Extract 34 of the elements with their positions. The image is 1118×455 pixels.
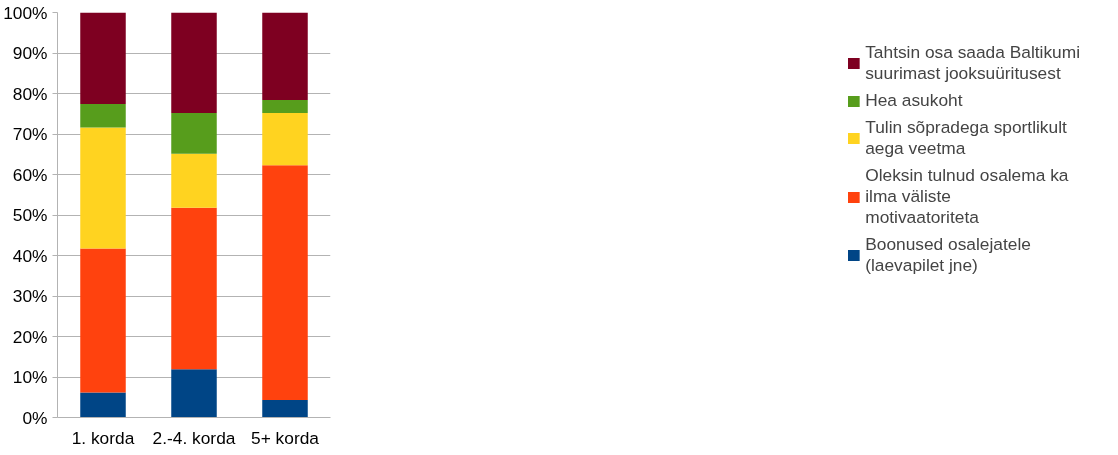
y-tick-label: 50% — [12, 205, 48, 225]
bar — [171, 207, 217, 370]
legend-label: Hea asukoht — [865, 90, 963, 111]
bar — [262, 165, 308, 401]
bar — [262, 400, 308, 418]
bar — [171, 112, 217, 154]
bar — [80, 12, 126, 105]
legend-label: Oleksin tulnud osalema ka ilma väliste motivaatoriteta — [865, 165, 1069, 228]
bar — [262, 112, 308, 166]
x-tick-label: 2.-4. korda — [152, 427, 236, 448]
y-tick-label: 0% — [22, 407, 48, 428]
y-tick-label: 70% — [12, 124, 48, 144]
y-tick-label: 20% — [12, 326, 48, 347]
x-tick-label: 1. korda — [71, 427, 135, 448]
bar — [171, 153, 217, 208]
legend-label: Tulin sõpradega sportlikult aega veetma — [865, 117, 1067, 159]
bar — [80, 392, 126, 418]
x-tick-label: 5+ korda — [251, 427, 320, 448]
bar — [80, 104, 126, 128]
bar — [80, 248, 126, 393]
legend-label: Tahtsin osa saada Baltikumi suurimast jooksuüritusest — [865, 42, 1080, 84]
bar — [171, 12, 217, 113]
y-tick-label: 40% — [12, 245, 48, 266]
bar — [80, 127, 126, 249]
bar — [262, 12, 308, 100]
y-tick-label: 10% — [12, 367, 48, 387]
bar — [171, 369, 217, 418]
y-tick-label: 90% — [12, 43, 48, 63]
legend-label: Boonused osalejatele (laevapilet jne) — [865, 234, 1031, 276]
y-tick-label: 60% — [12, 164, 48, 185]
y-tick-label: 30% — [12, 286, 48, 306]
y-tick-label: 80% — [12, 83, 48, 104]
y-tick-label: 100% — [3, 2, 48, 23]
bar — [262, 99, 308, 113]
